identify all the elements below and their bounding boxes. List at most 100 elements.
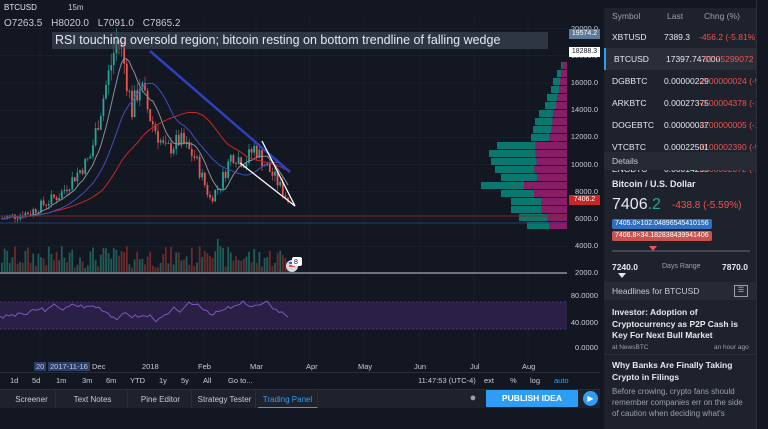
range-button[interactable]: 5y (181, 376, 189, 385)
range-button[interactable]: 6m (106, 376, 117, 385)
scale-button[interactable]: % (510, 376, 517, 385)
details-price-decimal: .2 (647, 196, 661, 213)
price-chart[interactable]: 8 (0, 0, 567, 360)
scale-button[interactable]: auto (554, 376, 569, 385)
bottom-panel-tabs: Screener Text Notes Pine Editor Strategy Te… (0, 389, 600, 409)
candle-body (250, 149, 253, 153)
candle-body (110, 65, 113, 71)
volume-bar (81, 261, 84, 272)
watchlist-row[interactable]: DGBBTC 0.00000229-0.00000024 (-9.49% (604, 70, 756, 92)
volume-bar (68, 252, 71, 272)
volume-bar (133, 259, 136, 272)
range-button[interactable]: YTD (130, 376, 145, 385)
right-toolbar[interactable] (756, 0, 768, 429)
candle-body (89, 156, 92, 159)
volume-bar (66, 262, 68, 272)
volume-bar (248, 251, 250, 272)
candle-body (60, 191, 63, 198)
candle-body (102, 98, 105, 117)
volume-bar (177, 252, 180, 272)
volume-bar (55, 251, 58, 272)
candle-body (112, 53, 115, 66)
volume-bar (209, 255, 211, 272)
bottom-tab[interactable]: Trading Panel (258, 390, 318, 409)
volume-bar (279, 250, 282, 272)
watchlist-header-symbol[interactable]: Symbol (612, 11, 641, 21)
volume-bar (27, 247, 29, 272)
range-button[interactable]: Go to... (228, 376, 253, 385)
candle-body (141, 82, 144, 89)
headline-title-2[interactable]: Why Banks Are Finally Taking Crypto in F… (612, 360, 733, 382)
watchlist-row[interactable]: BTCUSD 17397.747000-52.25299072 (-5.1 (604, 48, 756, 70)
range-button[interactable]: All (203, 376, 212, 385)
candle-body (73, 177, 76, 182)
volume-bar (47, 246, 50, 272)
camera-icon[interactable]: ● (469, 392, 477, 404)
range-button[interactable]: 1d (10, 376, 19, 385)
watchlist-row[interactable]: ARKBTC 0.00027375-0.00004378 (-13.7% (604, 92, 756, 114)
volume-bar (60, 246, 63, 272)
days-range-label: Days Range (662, 263, 701, 270)
menu-icon[interactable]: ☰ (734, 285, 748, 297)
candle-body (193, 156, 196, 158)
price-axis-label: 2000.0 (575, 268, 598, 278)
candle-body (92, 145, 94, 157)
details-collapse-icon[interactable] (618, 273, 626, 278)
candle-body (63, 189, 66, 192)
headline-body-2: Before crowing, crypto fans should remem… (612, 387, 743, 418)
volume-bar (203, 251, 206, 272)
range-button[interactable]: 3m (82, 376, 93, 385)
watchlist-change: -0.00004378 (-13.7% (699, 98, 756, 108)
candle-body (190, 148, 193, 157)
ohlc-close: C7865.2 (142, 18, 181, 29)
candle-body (281, 181, 284, 196)
candle-body (245, 162, 248, 168)
candle-body (242, 166, 245, 168)
candle-body (11, 214, 14, 216)
volume-bar (146, 256, 149, 272)
interval-label[interactable]: 15m (68, 3, 84, 12)
chart-annotation-text[interactable]: RSI touching oversold region; bitcoin re… (52, 32, 548, 49)
scale-button[interactable]: log (530, 376, 541, 385)
bottom-tab[interactable]: Pine Editor (130, 390, 192, 409)
candle-body (86, 158, 89, 160)
time-axis[interactable]: 20 2017-11-16 Dec 2018 Feb Mar Apr May Jun Jul Aug (0, 360, 567, 372)
details-header[interactable]: Details (604, 152, 756, 170)
watchlist-row[interactable]: DOGEBTC 0.00000037-0.00000005 (-11.90 (604, 114, 756, 136)
price-axis[interactable]: 20000.018000.016000.014000.012000.010000… (567, 16, 600, 372)
bottom-tab[interactable]: Text Notes (58, 390, 128, 409)
candle-body (97, 128, 100, 130)
price-axis-label: 14000.0 (570, 105, 598, 115)
watchlist-header-change[interactable]: Chng (%) (704, 11, 740, 21)
symbol-label[interactable]: BTCUSD (4, 3, 37, 12)
candle-body (99, 116, 102, 130)
volume-bar (24, 250, 27, 272)
chart-area[interactable]: 8 BTCUSD 15m O7263.5 H8020.0 L7091.0 C78… (0, 0, 600, 392)
volume-bar (253, 248, 256, 272)
range-button[interactable]: 5d (32, 376, 41, 385)
range-button[interactable]: 1y (159, 376, 167, 385)
details-change: -438.8 (-5.59%) (672, 200, 742, 211)
headlines-header[interactable]: Headlines for BTCUSD (604, 282, 756, 300)
candle-body (240, 157, 243, 167)
bottom-tab[interactable]: Screener (8, 390, 56, 409)
volume-bar (45, 265, 48, 272)
volume-bar (120, 250, 123, 272)
range-button[interactable]: 1m (56, 376, 67, 385)
bottom-strip (0, 408, 600, 429)
time-axis-label: 2018 (142, 362, 159, 371)
watchlist-row[interactable]: VTCBTC 0.00022501-0.00002390 (-9.60% (604, 136, 756, 158)
days-range-track (612, 250, 750, 252)
watchlist-row[interactable]: XBTUSD 7389.3 -456.2 (-5.81%) (604, 26, 756, 48)
bottom-tab[interactable]: Strategy Tester (194, 390, 256, 409)
watchlist-header-last[interactable]: Last (667, 11, 684, 21)
publish-idea-button[interactable]: PUBLISH IDEA (486, 390, 578, 407)
scale-button[interactable]: ext (484, 376, 495, 385)
candle-body (107, 70, 110, 85)
volume-bar (224, 266, 227, 272)
price-axis-label: 4000.0 (575, 241, 598, 251)
falling-trendline (149, 50, 291, 173)
candle-body (24, 212, 27, 218)
play-icon[interactable]: ▶ (583, 391, 598, 406)
headline-title-1[interactable]: Investor: Adoption of Cryptocurrency as … (612, 307, 738, 340)
